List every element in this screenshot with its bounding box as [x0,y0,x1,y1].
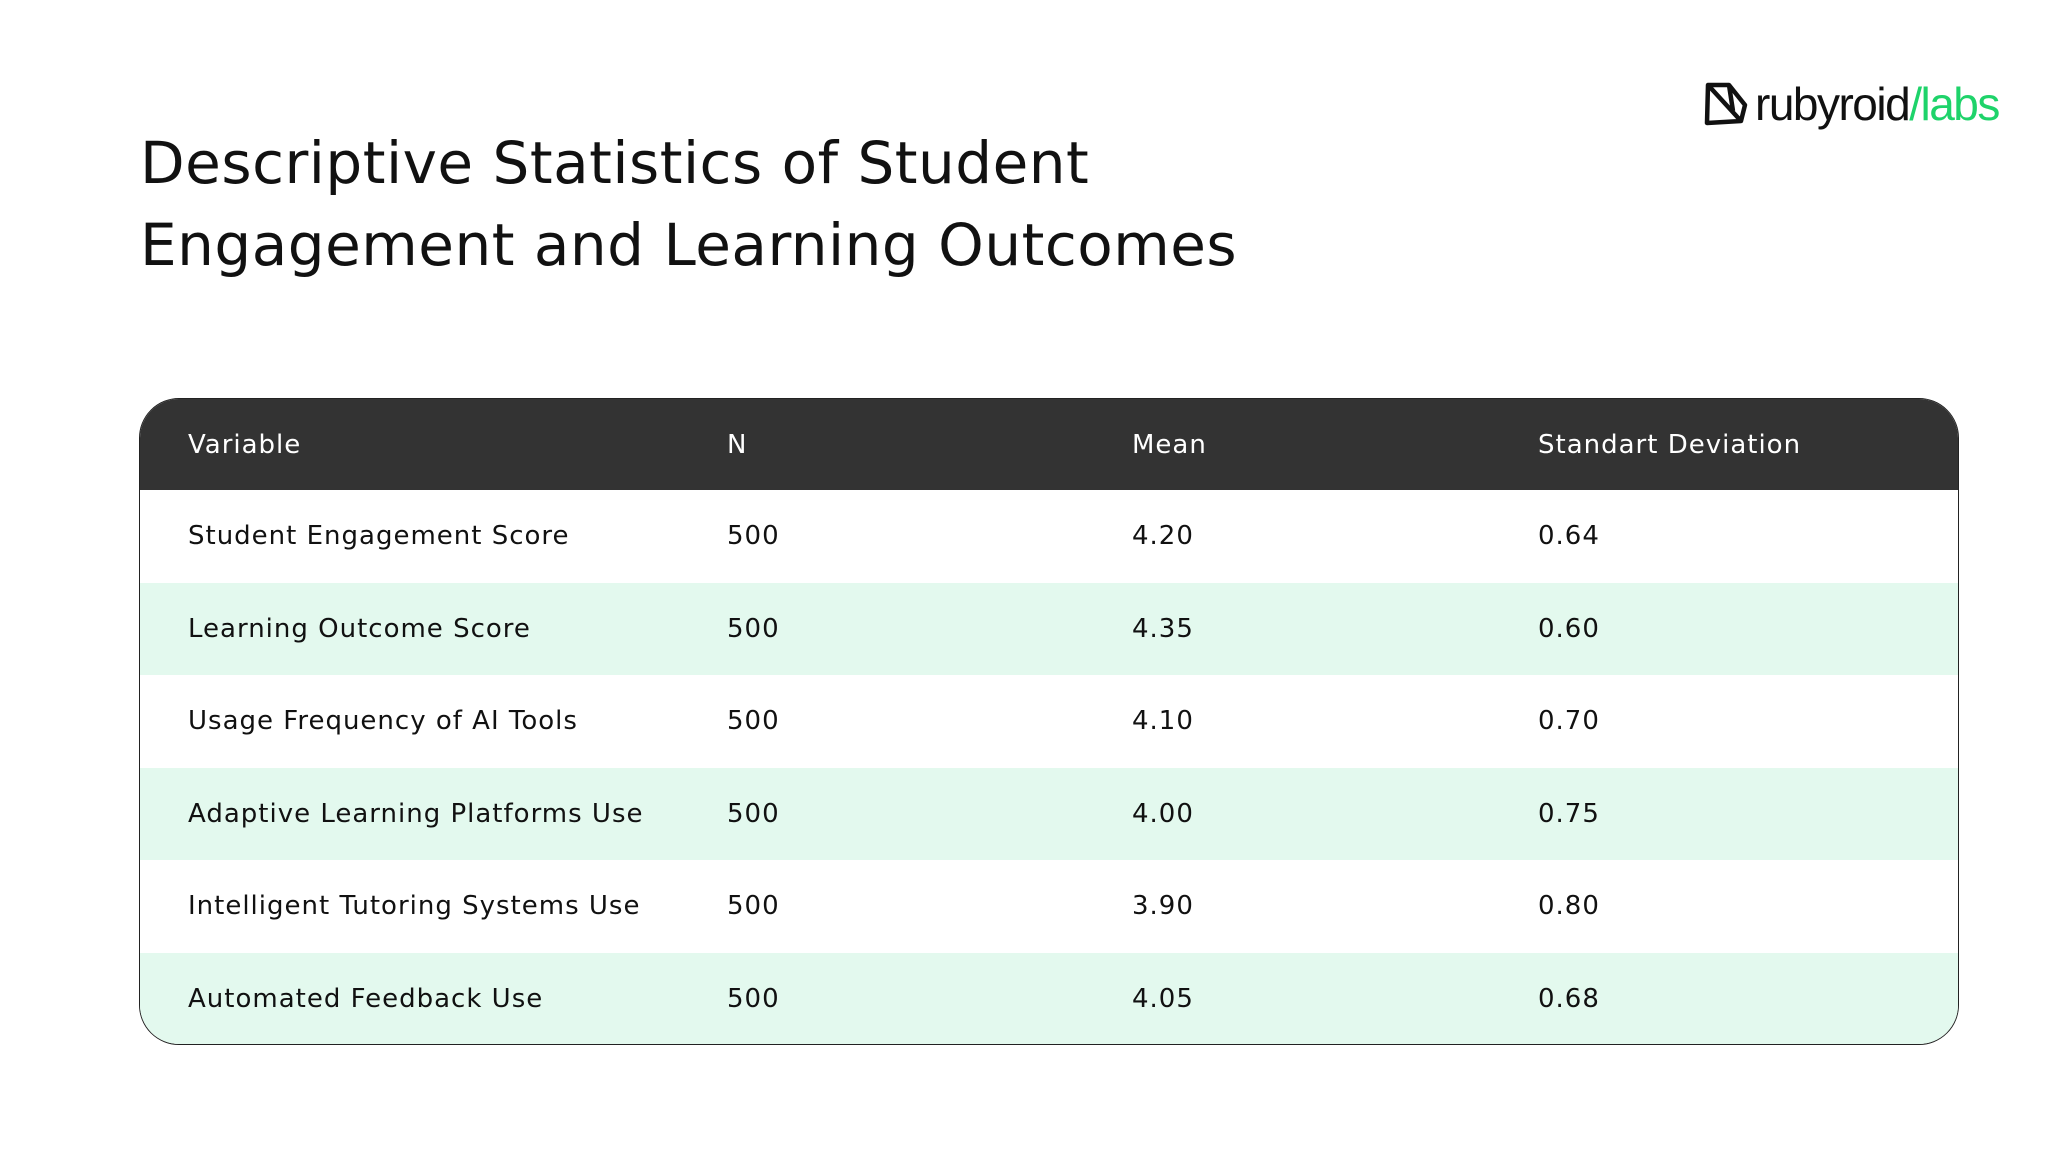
cell-std-dev: 0.68 [1538,983,1600,1014]
table-row: Usage Frequency of AI Tools 500 4.10 0.7… [140,675,1958,768]
cell-n: 500 [727,891,780,922]
logo-text-rubyroid: rubyroid [1755,78,1911,130]
header-std-dev: Standart Deviation [1538,429,1802,460]
table-row: Automated Feedback Use 500 4.05 0.68 [140,952,1958,1044]
cell-n: 500 [727,706,780,737]
cell-n: 500 [727,983,780,1014]
cell-std-dev: 0.64 [1538,521,1600,552]
cell-mean: 4.20 [1132,521,1194,552]
cell-n: 500 [727,798,780,829]
cell-mean: 4.35 [1132,613,1194,644]
table-row: Adaptive Learning Platforms Use 500 4.00… [140,767,1958,860]
cell-std-dev: 0.80 [1538,891,1600,922]
cell-std-dev: 0.70 [1538,706,1600,737]
cell-variable: Automated Feedback Use [188,983,544,1014]
cell-n: 500 [727,613,780,644]
cell-variable: Usage Frequency of AI Tools [188,706,578,737]
cell-mean: 4.00 [1132,798,1194,829]
table-header-row: Variable N Mean Standart Deviation [140,399,1958,490]
cell-mean: 4.10 [1132,706,1194,737]
header-mean: Mean [1132,429,1207,460]
header-variable: Variable [188,429,302,460]
cell-std-dev: 0.75 [1538,798,1600,829]
cell-variable: Student Engagement Score [188,521,570,552]
cell-n: 500 [727,521,780,552]
statistics-table: Variable N Mean Standart Deviation Stude… [139,398,1959,1045]
cell-variable: Intelligent Tutoring Systems Use [188,891,641,922]
cell-std-dev: 0.60 [1538,613,1600,644]
page-title: Descriptive Statistics of Student Engage… [140,129,1238,279]
gem-logo-icon [1704,82,1748,126]
rubyroid-labs-logo: rubyroid/labs [1703,78,2000,130]
header-n: N [727,429,748,460]
cell-mean: 3.90 [1132,891,1194,922]
logo-text-labs: /labs [1909,78,2000,130]
table-row: Intelligent Tutoring Systems Use 500 3.9… [140,860,1958,953]
table-row: Student Engagement Score 500 4.20 0.64 [140,490,1958,583]
cell-variable: Learning Outcome Score [188,613,531,644]
table-row: Learning Outcome Score 500 4.35 0.60 [140,582,1958,675]
cell-mean: 4.05 [1132,983,1194,1014]
cell-variable: Adaptive Learning Platforms Use [188,798,644,829]
